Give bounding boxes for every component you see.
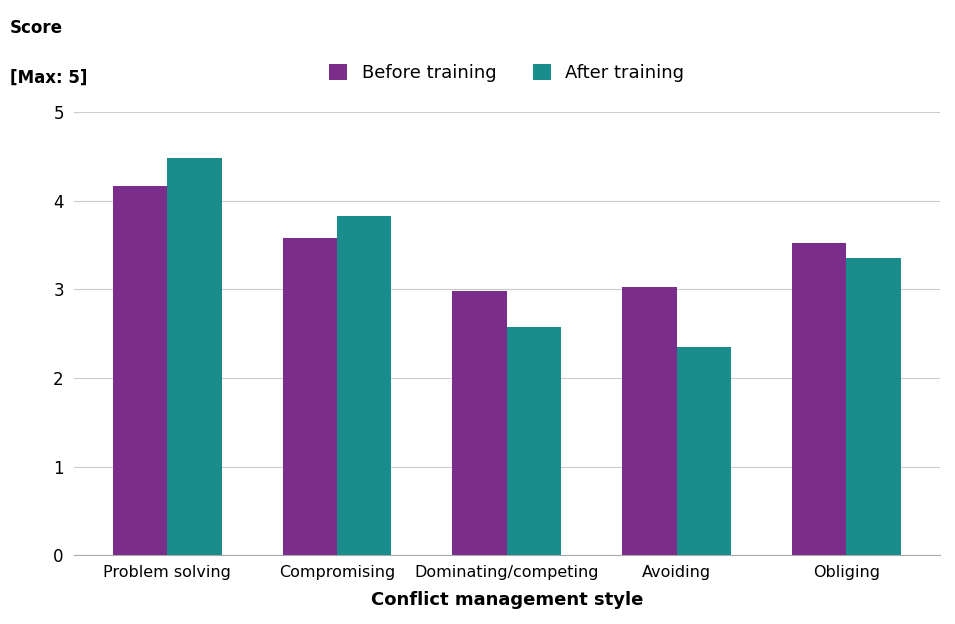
Bar — [113, 186, 167, 555]
Text: Score: Score — [10, 19, 62, 37]
Bar — [337, 216, 392, 555]
X-axis label: Conflict management style: Conflict management style — [371, 591, 643, 609]
Bar — [792, 243, 846, 555]
Bar — [676, 347, 731, 555]
Text: [Max: 5]: [Max: 5] — [10, 69, 87, 87]
Bar — [507, 328, 562, 555]
Bar — [453, 291, 507, 555]
Bar — [283, 238, 337, 555]
Bar — [167, 158, 222, 555]
Bar — [623, 286, 676, 555]
Bar — [846, 258, 901, 555]
Legend: Before training, After training: Before training, After training — [329, 64, 684, 82]
